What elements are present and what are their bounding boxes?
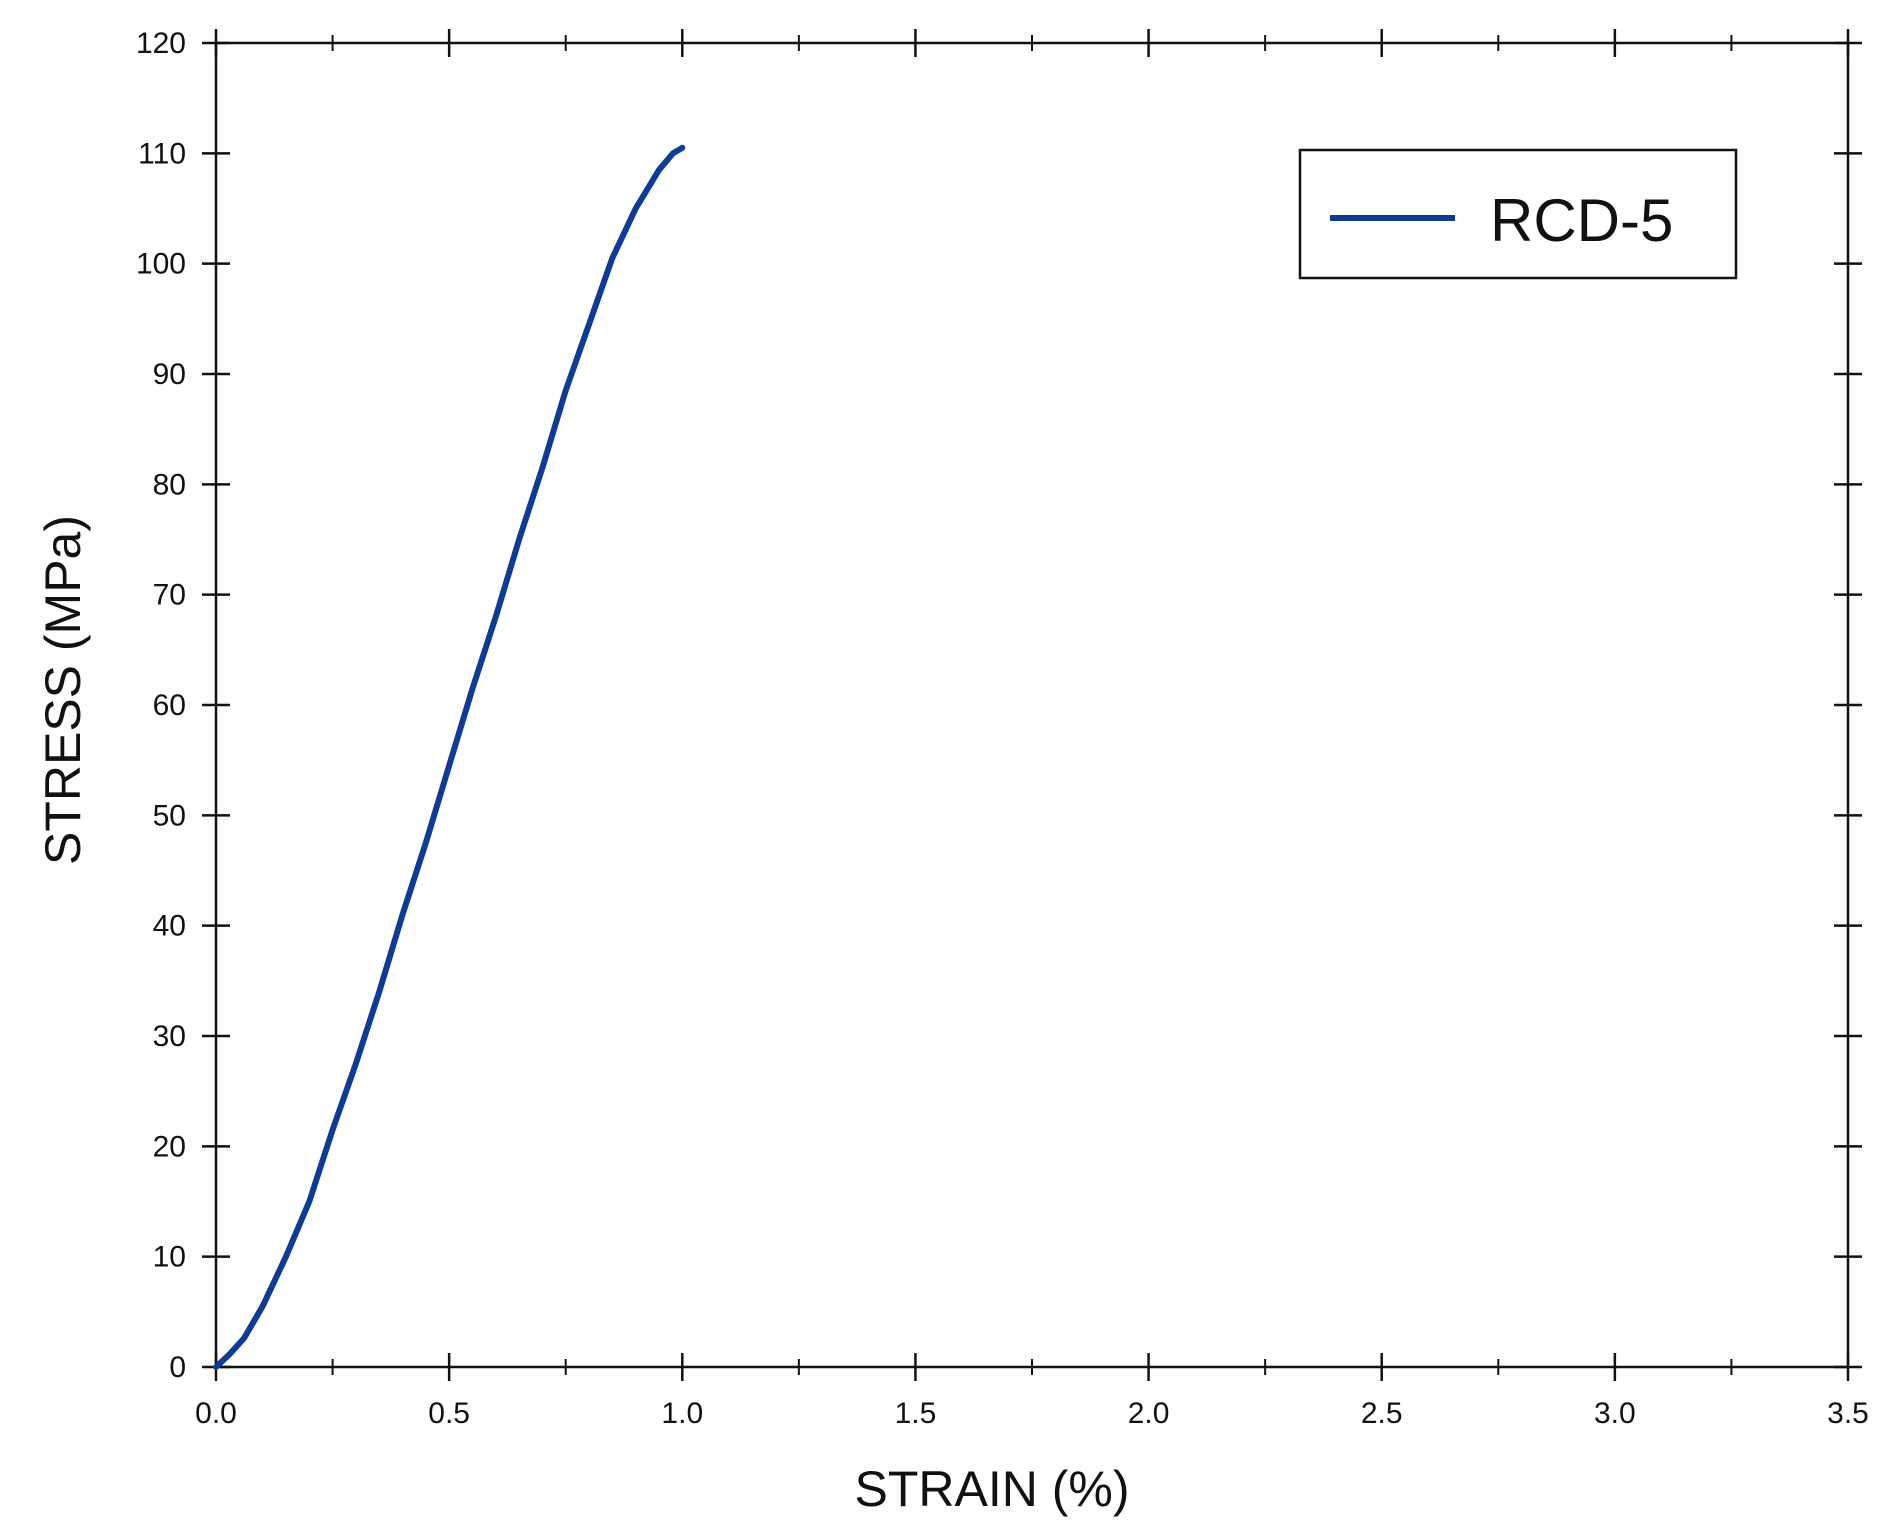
y-tick-label-3: 30 bbox=[153, 1020, 186, 1053]
x-tick-label-5: 2.5 bbox=[1361, 1397, 1403, 1430]
y-tick-label-11: 110 bbox=[138, 137, 186, 170]
x-axis-title: STRAIN (%) bbox=[855, 1461, 1130, 1517]
y-tick-label-2: 20 bbox=[153, 1130, 186, 1163]
y-axis-ticks bbox=[202, 41, 1862, 1369]
x-tick-label-2: 1.0 bbox=[661, 1397, 703, 1430]
x-tick-label-1: 0.5 bbox=[428, 1397, 470, 1430]
y-tick-label-10: 100 bbox=[136, 248, 186, 281]
series-line-rcd-5 bbox=[213, 144, 686, 1370]
x-tick-label-3: 1.5 bbox=[895, 1397, 937, 1430]
y-tick-label-0: 0 bbox=[169, 1351, 186, 1384]
x-tick-label-6: 3.0 bbox=[1594, 1397, 1636, 1430]
legend-label-rcd-5: RCD-5 bbox=[1490, 187, 1673, 254]
y-tick-label-9: 90 bbox=[153, 358, 186, 391]
y-tick-label-7: 70 bbox=[153, 579, 186, 612]
y-tick-label-5: 50 bbox=[153, 799, 186, 832]
y-axis-tick-labels: 0 10 20 30 40 50 60 70 80 90 100 110 120 bbox=[136, 27, 186, 1384]
series-layer bbox=[213, 144, 686, 1370]
legend-box bbox=[1298, 148, 1738, 280]
x-tick-label-0: 0.0 bbox=[195, 1397, 237, 1430]
x-axis-ticks bbox=[214, 29, 1850, 1381]
y-tick-label-4: 40 bbox=[153, 910, 186, 943]
y-tick-label-6: 60 bbox=[153, 689, 186, 722]
x-tick-label-7: 3.5 bbox=[1827, 1397, 1869, 1430]
y-tick-label-1: 10 bbox=[153, 1241, 186, 1274]
x-tick-label-4: 2.0 bbox=[1128, 1397, 1170, 1430]
y-axis-title: STRESS (MPa) bbox=[35, 515, 91, 865]
legend: RCD-5 bbox=[1298, 148, 1738, 280]
y-tick-label-8: 80 bbox=[153, 468, 186, 501]
y-tick-label-12: 120 bbox=[136, 27, 186, 60]
x-axis-tick-labels: 0.0 0.5 1.0 1.5 2.0 2.5 3.0 3.5 bbox=[195, 1397, 1869, 1430]
